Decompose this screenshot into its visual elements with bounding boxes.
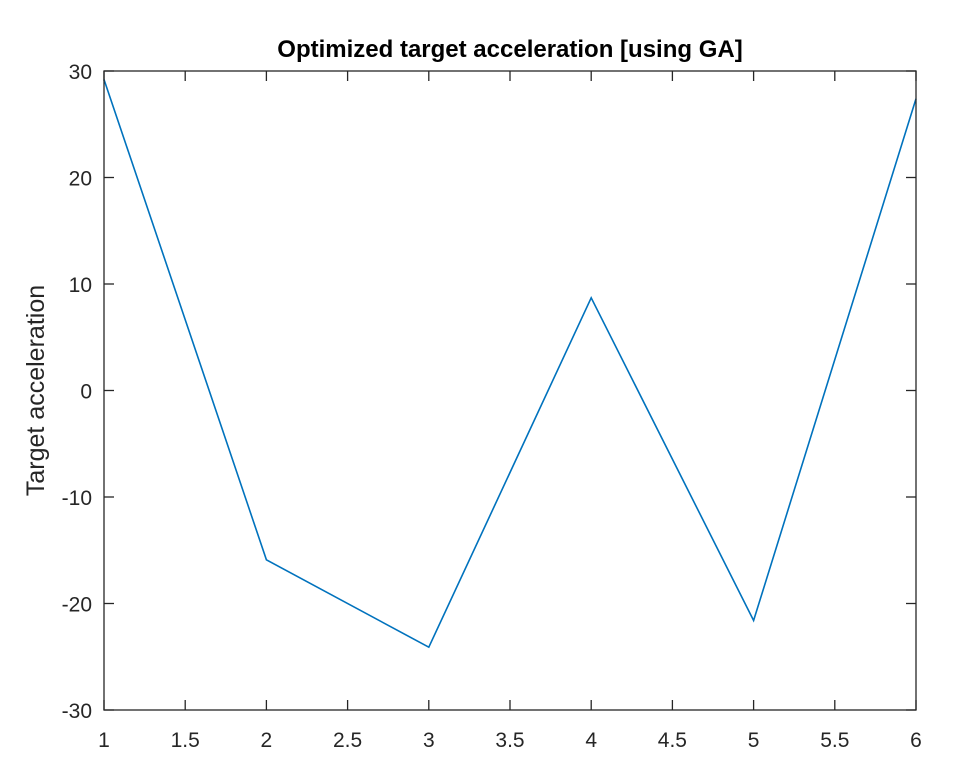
y-tick-label: 30 [69, 61, 92, 84]
y-tick-label: -20 [62, 594, 92, 617]
y-tick-label: -30 [62, 700, 92, 723]
x-tick-label: 2.5 [333, 729, 362, 752]
y-tick-label: 10 [69, 274, 92, 297]
x-tick-label: 6 [910, 729, 922, 752]
x-tick-label: 1 [98, 729, 110, 752]
plot-area [104, 71, 916, 710]
y-tick-label: 0 [80, 381, 92, 404]
series-layer [103, 79, 917, 649]
x-tick-label: 5.5 [820, 729, 849, 752]
x-tick-label: 3.5 [495, 729, 524, 752]
tick-labels: 1 1.5 2 2.5 3 3.5 4 4.5 5 5.5 6 -30 -20 -10 0 10 20 30 [62, 61, 922, 752]
x-tick-label: 4 [585, 729, 597, 752]
y-tick-label: -10 [62, 487, 92, 510]
x-tick-label: 5 [748, 729, 760, 752]
chart-title: Optimized target acceleration [using GA] [277, 36, 742, 63]
x-tick-label: 1.5 [171, 729, 200, 752]
series-line [103, 79, 917, 649]
x-tick-label: 4.5 [658, 729, 687, 752]
y-tick-label: 20 [69, 168, 92, 191]
y-axis-title: Target acceleration [22, 285, 50, 496]
x-tick-label: 3 [423, 729, 435, 752]
x-tick-label: 2 [261, 729, 273, 752]
plot-box [103, 70, 917, 711]
